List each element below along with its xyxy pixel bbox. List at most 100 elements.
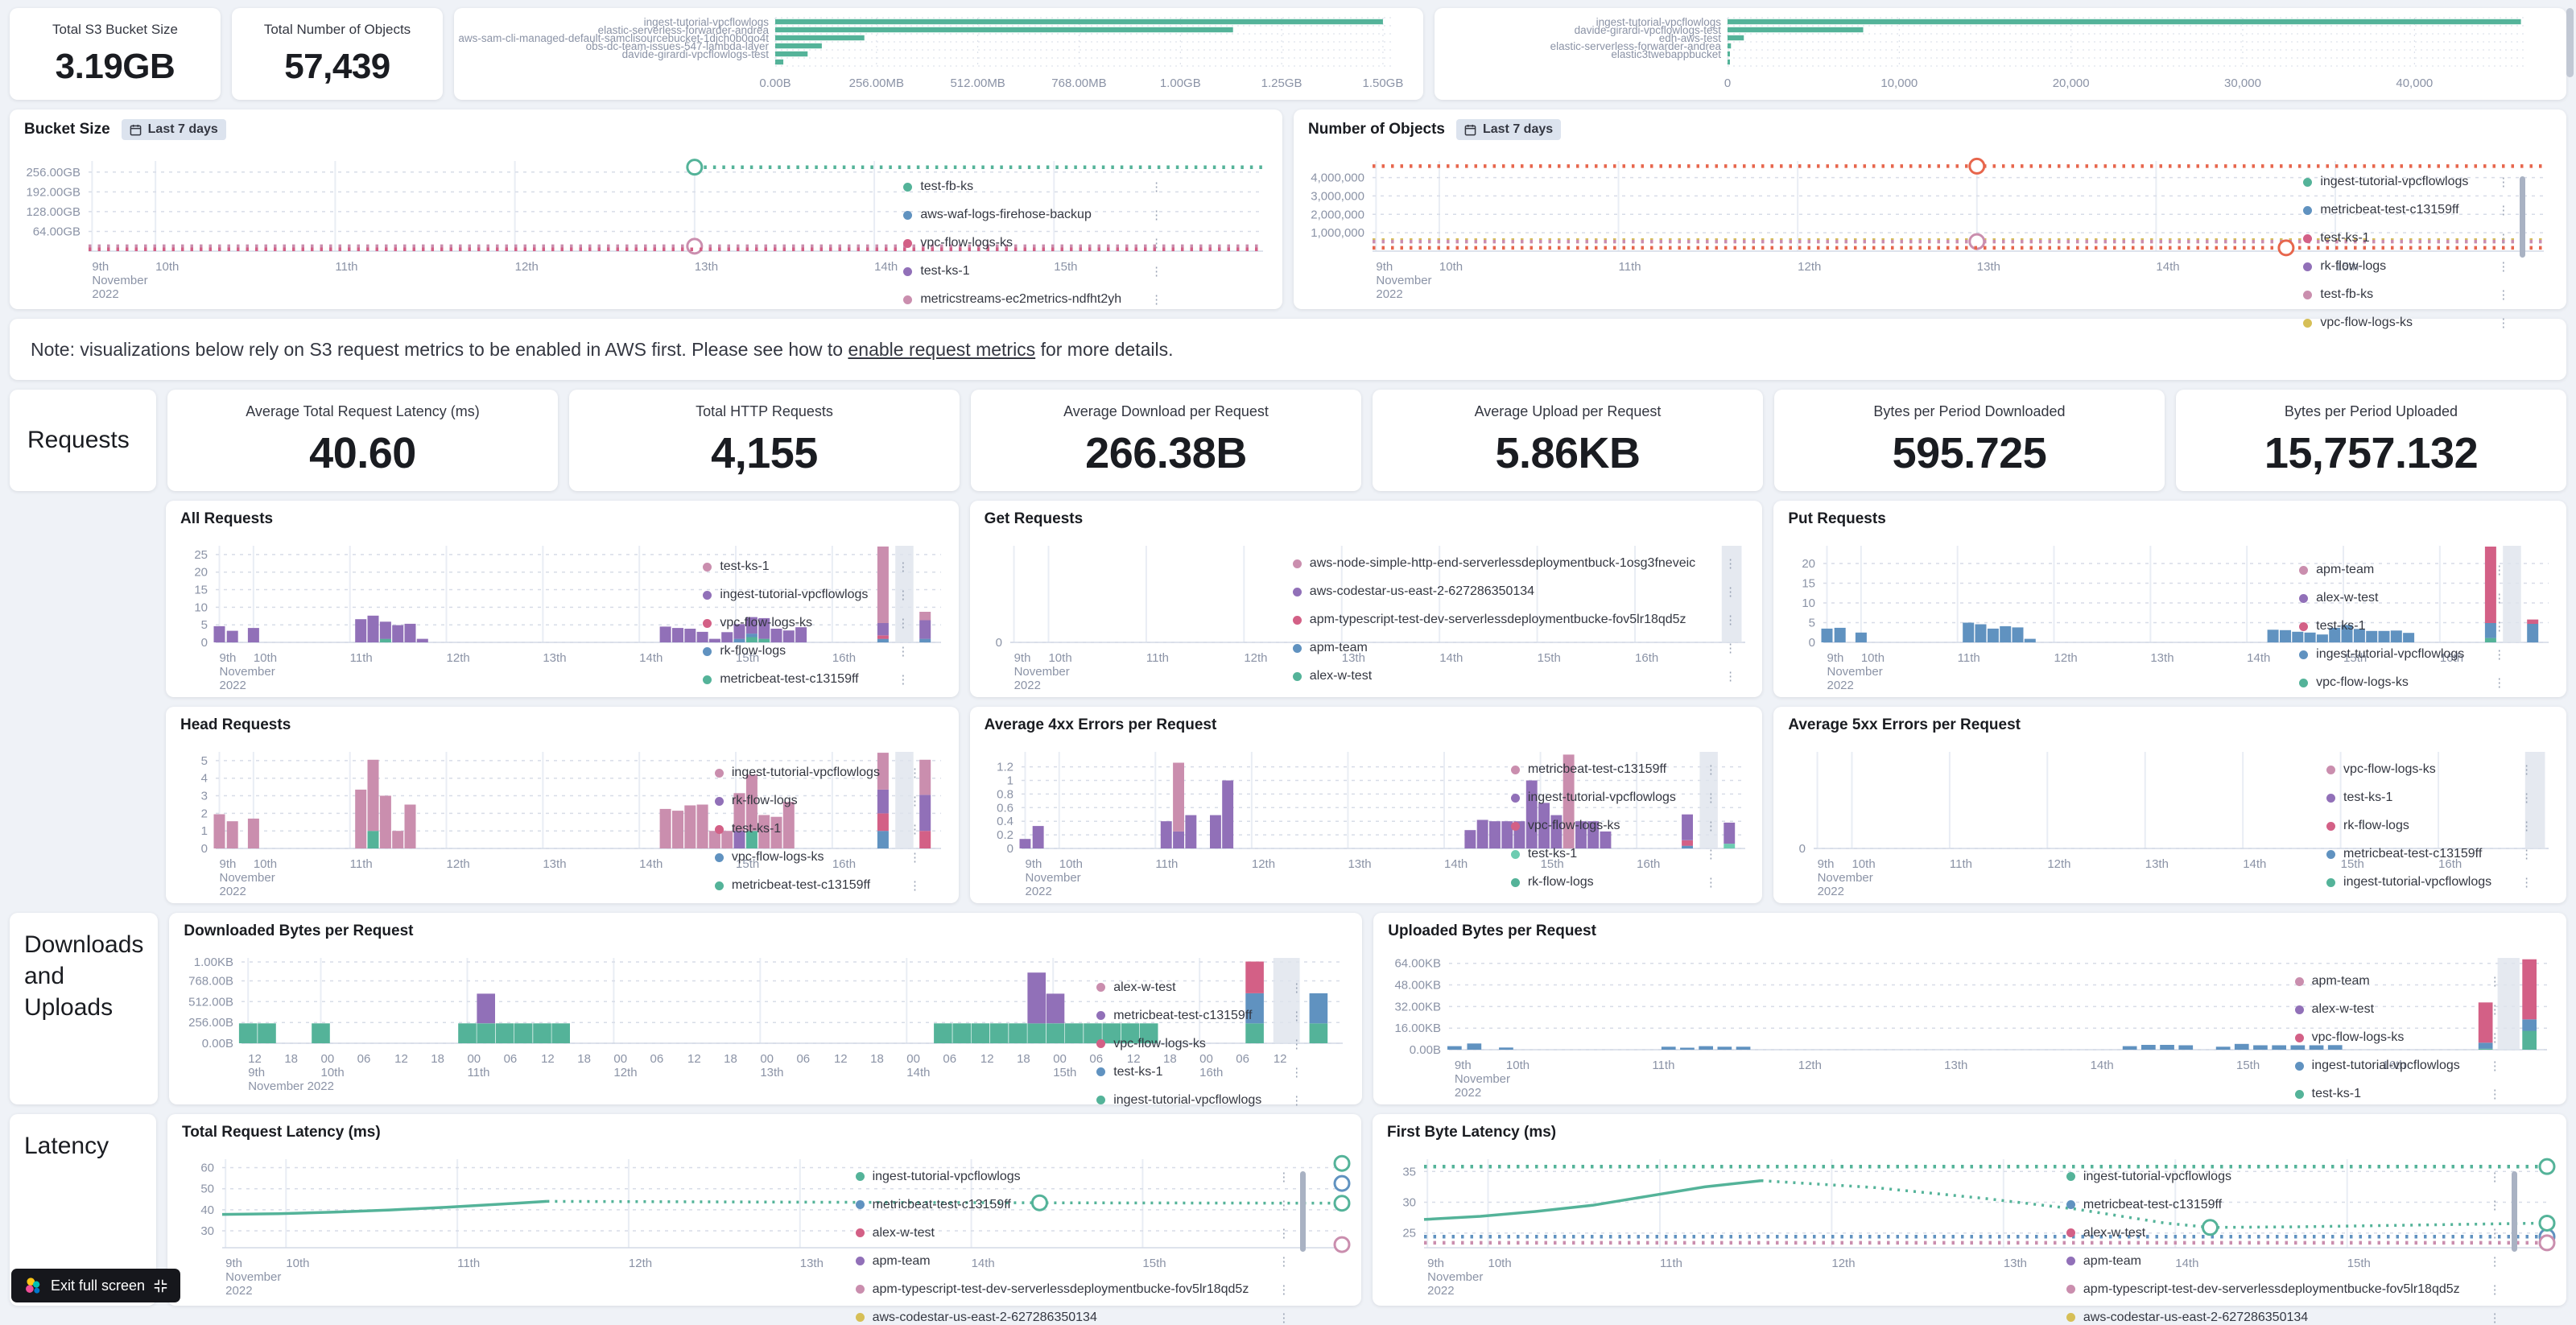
legend-menu-icon[interactable]: ⋮	[876, 672, 909, 687]
legend-menu-icon[interactable]: ⋮	[2472, 619, 2505, 634]
legend-item[interactable]: rk-flow-logs⋮	[715, 794, 921, 808]
legend-item[interactable]: test-ks-1⋮	[2303, 231, 2509, 246]
legend-menu-icon[interactable]: ⋮	[2468, 1030, 2501, 1045]
legend-menu-icon[interactable]: ⋮	[1257, 1254, 1290, 1269]
legend-item[interactable]: alex-w-test⋮	[2299, 591, 2505, 605]
legend-item[interactable]: test-ks-1⋮	[2326, 790, 2533, 805]
legend-menu-icon[interactable]: ⋮	[1129, 180, 1162, 194]
exit-full-screen-button[interactable]: Exit full screen	[11, 1269, 180, 1302]
legend-menu-icon[interactable]: ⋮	[1703, 669, 1736, 683]
legend-menu-icon[interactable]: ⋮	[1703, 613, 1736, 627]
legend-menu-icon[interactable]: ⋮	[2476, 231, 2509, 246]
legend-item[interactable]: apm-typescript-test-dev-serverlessdeploy…	[2066, 1282, 2501, 1297]
legend-item[interactable]: ingest-tutorial-vpcflowlogs⋮	[703, 588, 909, 602]
legend-menu-icon[interactable]: ⋮	[1269, 1037, 1302, 1051]
legend-item[interactable]: test-ks-1⋮	[1511, 847, 1717, 861]
legend-item[interactable]: test-ks-1⋮	[1096, 1065, 1302, 1079]
legend-menu-icon[interactable]: ⋮	[1129, 236, 1162, 250]
legend-item[interactable]: vpc-flow-logs-ks⋮	[703, 616, 909, 630]
legend-item[interactable]: rk-flow-logs⋮	[2326, 819, 2533, 833]
legend-menu-icon[interactable]: ⋮	[1257, 1282, 1290, 1297]
legend-item[interactable]: alex-w-test⋮	[2066, 1226, 2501, 1240]
legend-menu-icon[interactable]: ⋮	[1684, 875, 1717, 890]
legend-menu-icon[interactable]: ⋮	[1703, 556, 1736, 571]
legend-item[interactable]: apm-team⋮	[1293, 641, 1736, 655]
legend-menu-icon[interactable]: ⋮	[876, 588, 909, 602]
legend-item[interactable]: metricbeat-test-c13159ff⋮	[2326, 847, 2533, 861]
legend-item[interactable]: metricbeat-test-c13159ff⋮	[1096, 1009, 1302, 1023]
legend-item[interactable]: metricbeat-test-c13159ff⋮	[2066, 1198, 2501, 1212]
legend-item[interactable]: aws-codestar-us-east-2-627286350134⋮	[1293, 584, 1736, 599]
legend-menu-icon[interactable]: ⋮	[2468, 1254, 2501, 1269]
legend-menu-icon[interactable]: ⋮	[1684, 762, 1717, 777]
legend-item[interactable]: alex-w-test⋮	[2295, 1002, 2501, 1017]
legend-item[interactable]: ingest-tutorial-vpcflowlogs⋮	[2303, 175, 2509, 189]
legend-menu-icon[interactable]: ⋮	[2500, 875, 2533, 890]
legend-item[interactable]: vpc-flow-logs-ks⋮	[2303, 316, 2509, 330]
legend-menu-icon[interactable]: ⋮	[2468, 1087, 2501, 1101]
legend-item[interactable]: metricbeat-test-c13159ff⋮	[715, 878, 921, 893]
legend-item[interactable]: ingest-tutorial-vpcflowlogs⋮	[1096, 1093, 1302, 1108]
legend-item[interactable]: apm-typescript-test-dev-serverlessdeploy…	[1293, 613, 1736, 627]
legend-menu-icon[interactable]: ⋮	[1257, 1198, 1290, 1212]
legend-item[interactable]: aws-node-simple-http-end-serverlessdeplo…	[1293, 556, 1736, 571]
legend-menu-icon[interactable]: ⋮	[1257, 1170, 1290, 1184]
legend-item[interactable]: ingest-tutorial-vpcflowlogs⋮	[856, 1170, 1290, 1184]
legend-menu-icon[interactable]: ⋮	[2500, 819, 2533, 833]
page-scrollbar-thumb[interactable]	[2566, 8, 2574, 77]
legend-menu-icon[interactable]: ⋮	[1269, 980, 1302, 995]
legend-menu-icon[interactable]: ⋮	[2500, 847, 2533, 861]
legend-item[interactable]: ingest-tutorial-vpcflowlogs⋮	[2295, 1059, 2501, 1073]
legend-menu-icon[interactable]: ⋮	[2500, 762, 2533, 777]
legend-menu-icon[interactable]: ⋮	[2476, 287, 2509, 302]
legend-item[interactable]: metricbeat-test-c13159ff⋮	[2303, 203, 2509, 217]
legend-menu-icon[interactable]: ⋮	[2472, 563, 2505, 577]
legend-item[interactable]: test-ks-1⋮	[903, 264, 1162, 279]
legend-item[interactable]: test-ks-1⋮	[2295, 1087, 2501, 1101]
legend-item[interactable]: apm-team⋮	[2066, 1254, 2501, 1269]
enable-request-metrics-link[interactable]: enable request metrics	[848, 339, 1036, 360]
legend-menu-icon[interactable]: ⋮	[1269, 1009, 1302, 1023]
legend-item[interactable]: vpc-flow-logs-ks⋮	[2326, 762, 2533, 777]
legend-item[interactable]: aws-waf-logs-firehose-backup⋮	[903, 208, 1162, 222]
legend-menu-icon[interactable]: ⋮	[2500, 790, 2533, 805]
legend-menu-icon[interactable]: ⋮	[1684, 847, 1717, 861]
legend-menu-icon[interactable]: ⋮	[888, 766, 921, 780]
legend-menu-icon[interactable]: ⋮	[888, 878, 921, 893]
legend-item[interactable]: test-ks-1⋮	[2299, 619, 2505, 634]
legend-item[interactable]: apm-team⋮	[2295, 974, 2501, 989]
legend-menu-icon[interactable]: ⋮	[2468, 1059, 2501, 1073]
legend-item[interactable]: metricbeat-test-c13159ff⋮	[856, 1198, 1290, 1212]
time-range-badge[interactable]: Last 7 days	[1456, 119, 1561, 140]
legend-item[interactable]: rk-flow-logs⋮	[1511, 875, 1717, 890]
legend-item[interactable]: rk-flow-logs⋮	[703, 644, 909, 658]
legend-item[interactable]: vpc-flow-logs-ks⋮	[2295, 1030, 2501, 1045]
legend-item[interactable]: test-ks-1⋮	[703, 559, 909, 574]
legend-menu-icon[interactable]: ⋮	[2476, 316, 2509, 330]
legend-menu-icon[interactable]: ⋮	[2468, 1002, 2501, 1017]
legend-menu-icon[interactable]: ⋮	[1129, 292, 1162, 307]
legend-item[interactable]: vpc-flow-logs-ks⋮	[1511, 819, 1717, 833]
legend-menu-icon[interactable]: ⋮	[1269, 1093, 1302, 1108]
legend-item[interactable]: test-fb-ks⋮	[903, 180, 1162, 194]
legend-menu-icon[interactable]: ⋮	[1257, 1311, 1290, 1325]
legend-menu-icon[interactable]: ⋮	[2472, 591, 2505, 605]
legend-menu-icon[interactable]: ⋮	[1269, 1065, 1302, 1079]
legend-menu-icon[interactable]: ⋮	[1684, 790, 1717, 805]
legend-item[interactable]: ingest-tutorial-vpcflowlogs⋮	[1511, 790, 1717, 805]
legend-item[interactable]: aws-codestar-us-east-2-627286350134⋮	[856, 1311, 1290, 1325]
legend-menu-icon[interactable]: ⋮	[2472, 647, 2505, 662]
legend-item[interactable]: ingest-tutorial-vpcflowlogs⋮	[2326, 875, 2533, 890]
legend-item[interactable]: test-fb-ks⋮	[2303, 287, 2509, 302]
legend-menu-icon[interactable]: ⋮	[2476, 175, 2509, 189]
legend-menu-icon[interactable]: ⋮	[2476, 259, 2509, 274]
legend-menu-icon[interactable]: ⋮	[2472, 675, 2505, 690]
legend-menu-icon[interactable]: ⋮	[2476, 203, 2509, 217]
legend-item[interactable]: ingest-tutorial-vpcflowlogs⋮	[715, 766, 921, 780]
legend-menu-icon[interactable]: ⋮	[2468, 1226, 2501, 1240]
legend-menu-icon[interactable]: ⋮	[2468, 1198, 2501, 1212]
legend-item[interactable]: apm-team⋮	[856, 1254, 1290, 1269]
legend-item[interactable]: metricstreams-ec2metrics-ndfht2yh⋮	[903, 292, 1162, 307]
legend-menu-icon[interactable]: ⋮	[1257, 1226, 1290, 1240]
legend-item[interactable]: metricbeat-test-c13159ff⋮	[1511, 762, 1717, 777]
